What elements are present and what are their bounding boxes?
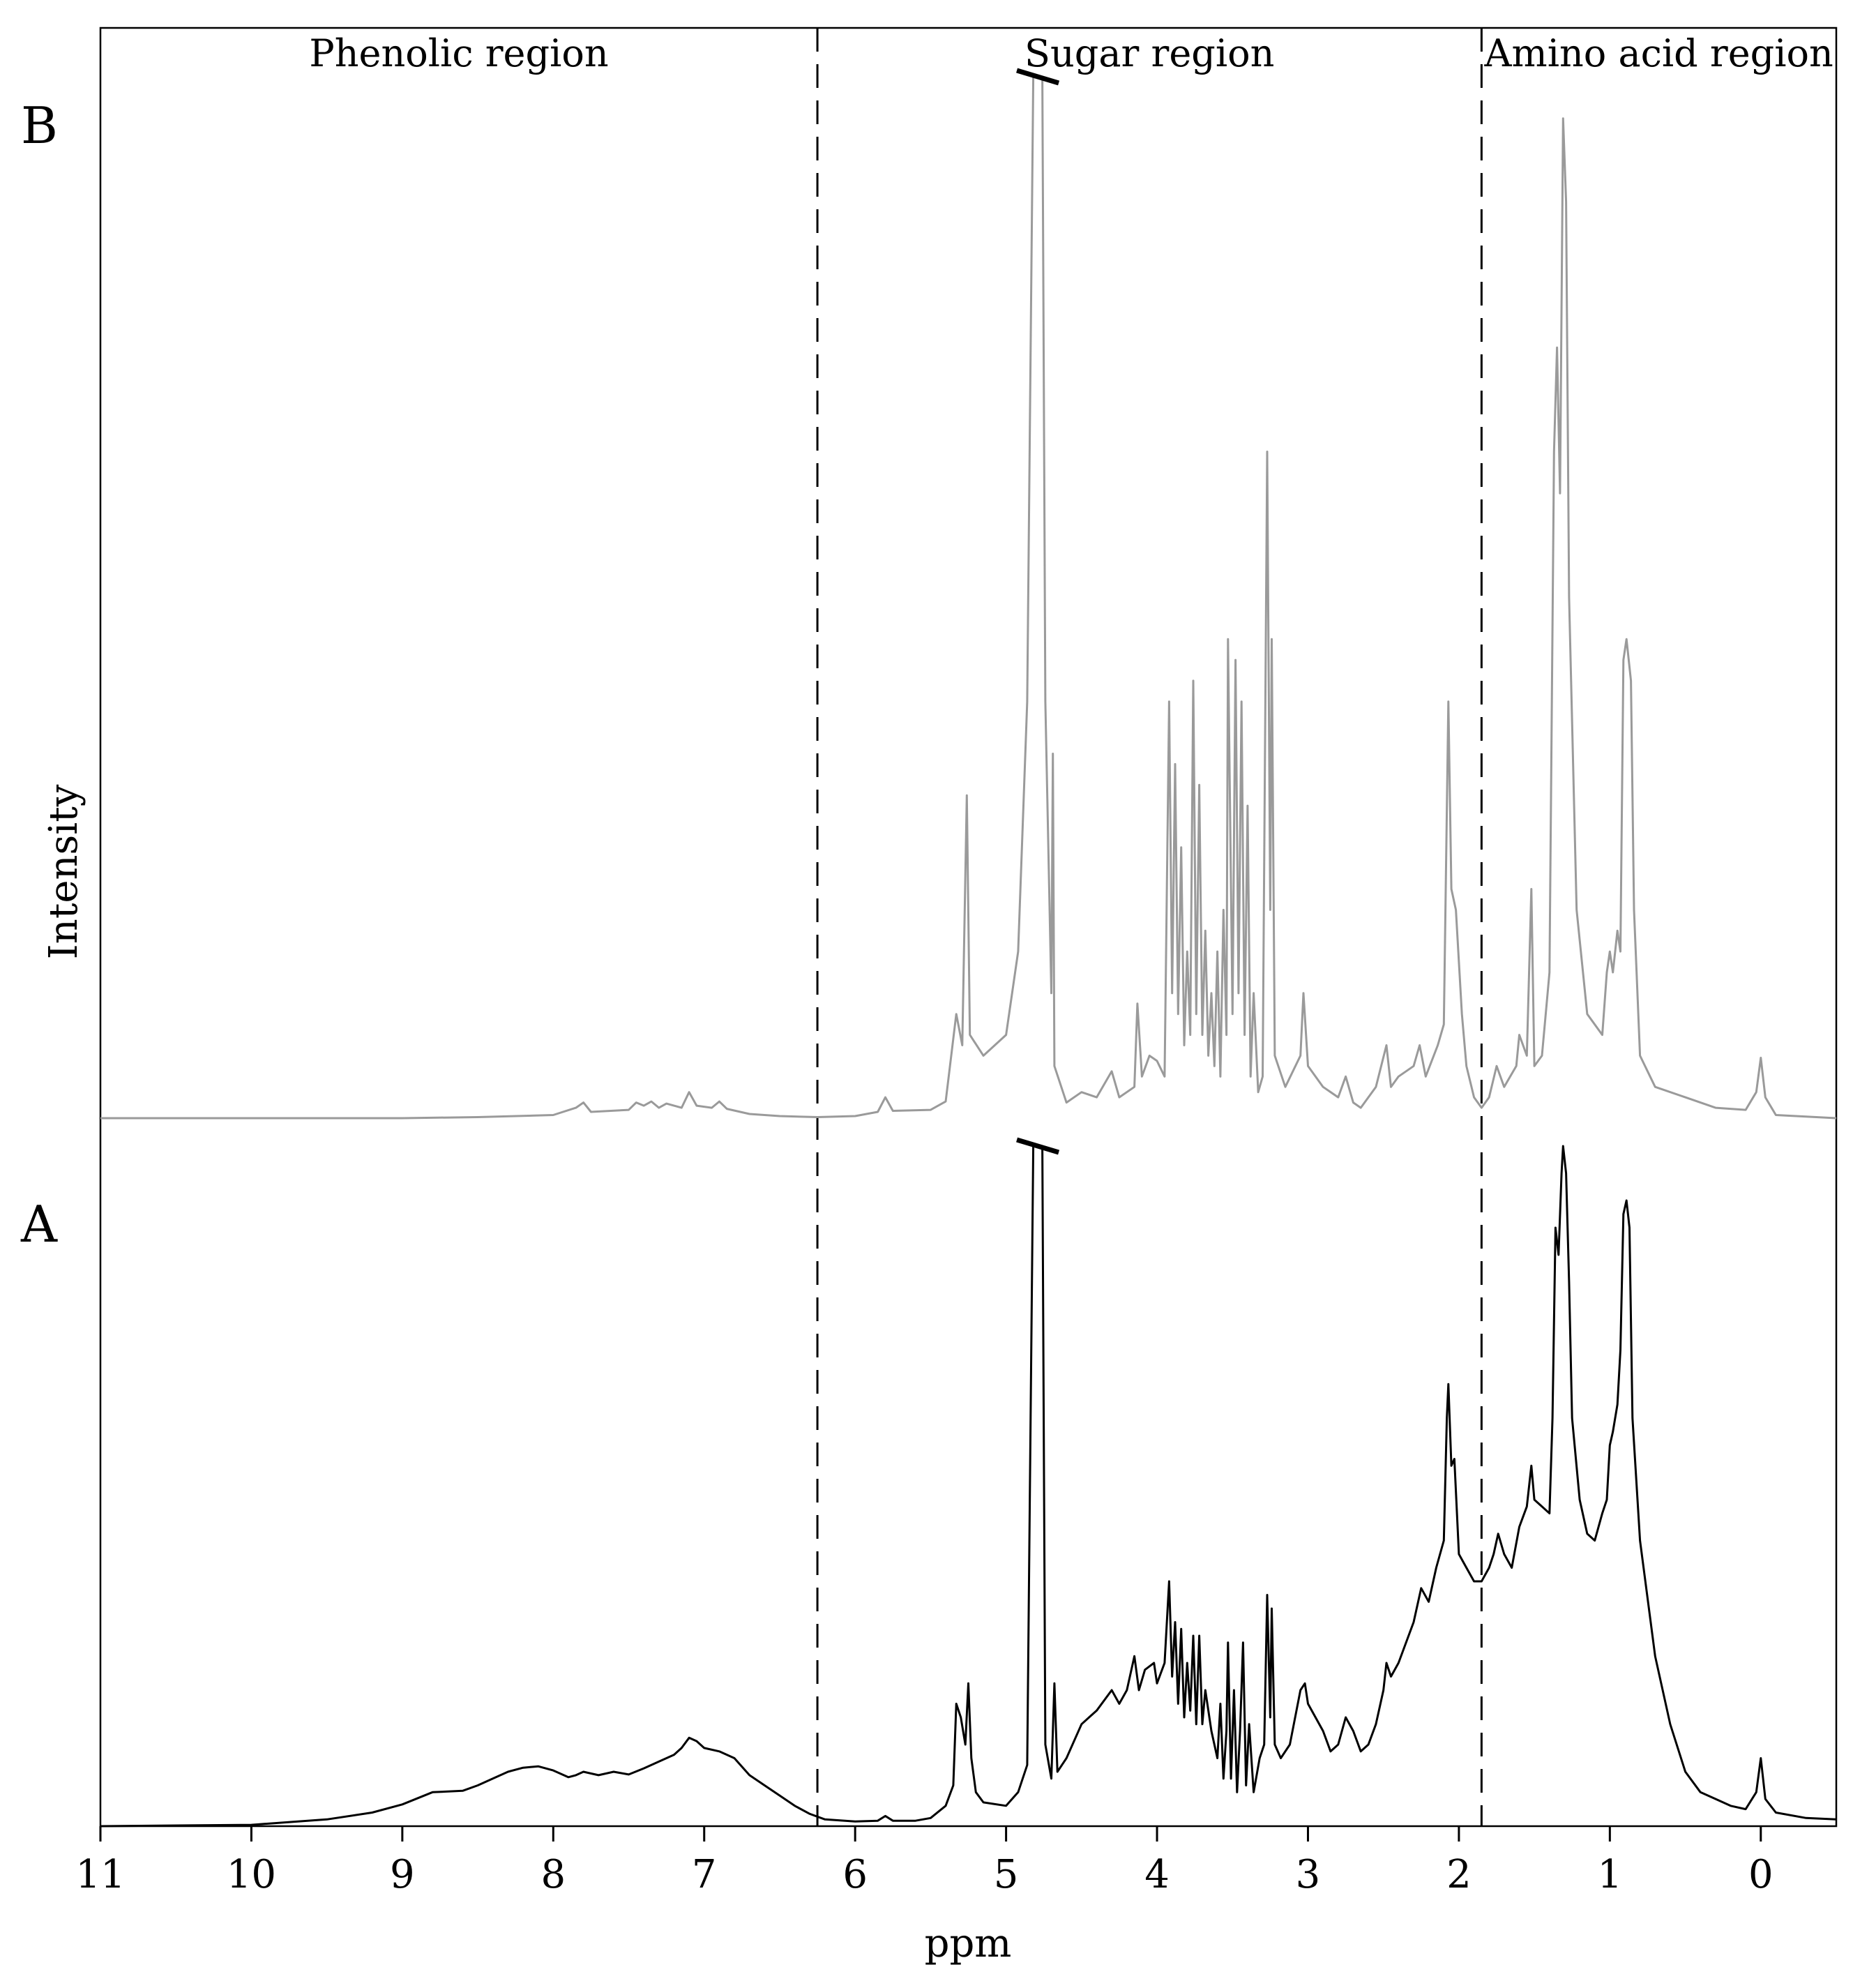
axis-break-mark-b (1016, 68, 1060, 86)
x-tick-label-6: 6 (842, 1852, 868, 1897)
axis-break-mark-a (1016, 1137, 1060, 1155)
x-axis-label: ppm (925, 1921, 1012, 1966)
plot-frame (99, 27, 1838, 1828)
x-tick-label-3: 3 (1296, 1852, 1321, 1897)
region-label-1: Phenolic region (309, 31, 608, 75)
region-label-2: Sugar region (1024, 31, 1274, 75)
x-tick-label-8: 8 (540, 1852, 566, 1897)
x-tick-label-2: 2 (1446, 1852, 1472, 1897)
series-label-b: B (21, 96, 58, 155)
region-label-3: Amino acid region (1484, 31, 1833, 75)
x-tick-label-0: 0 (1748, 1852, 1773, 1897)
x-tick-label-5: 5 (994, 1852, 1019, 1897)
y-axis-label: Intensity (41, 784, 86, 959)
x-tick-label-11: 11 (75, 1852, 125, 1897)
series-line-b (100, 75, 1837, 1120)
x-tick-label-4: 4 (1144, 1852, 1170, 1897)
series-label-a: A (20, 1195, 58, 1253)
x-tick-label-10: 10 (227, 1852, 276, 1897)
series-line-a (100, 1145, 1837, 1828)
x-tick-label-9: 9 (390, 1852, 415, 1897)
x-tick-label-7: 7 (692, 1852, 717, 1897)
x-tick-label-1: 1 (1598, 1852, 1623, 1897)
